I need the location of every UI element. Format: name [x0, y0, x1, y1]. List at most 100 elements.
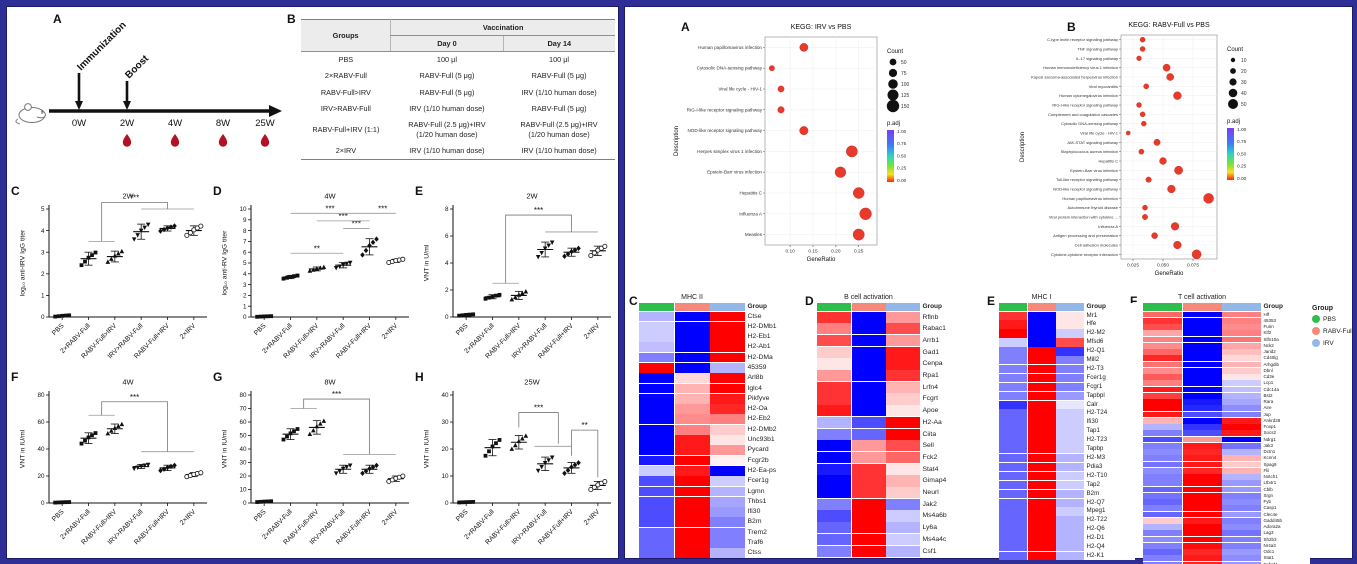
heatmap-cell: [886, 498, 920, 510]
gene-label: Bst2: [1263, 392, 1273, 398]
group-color-cell: [1222, 303, 1261, 311]
gene-label: Cenpa: [922, 360, 943, 368]
heatmap-cell: [710, 321, 745, 332]
heatmap-cell: [1143, 342, 1182, 349]
enrichment-dot: [846, 145, 858, 158]
y-tick-label: 20: [37, 473, 45, 480]
x-category-label: PBS: [253, 322, 268, 337]
data-point: [513, 294, 518, 300]
enrichment-dot: [799, 126, 809, 136]
heatmap-cell: [1143, 417, 1182, 424]
data-point: [588, 487, 594, 493]
heatmap-cell: [1143, 405, 1182, 411]
col-header-day14: Day 14: [502, 35, 615, 52]
data-point: [360, 252, 365, 258]
group-color-cell: [1182, 303, 1222, 311]
heatmap-cell: [817, 334, 851, 347]
heatmap-title: B cell activation: [844, 294, 893, 301]
heatmap-cell: [999, 427, 1027, 436]
gene-label: Socs2: [1263, 430, 1277, 436]
heatmap-cell: [1182, 405, 1222, 411]
count-legend-dot: [1228, 99, 1238, 109]
pathway-label: Epstein-Barr virus infection: [1070, 168, 1118, 173]
enrichment-dot: [1139, 111, 1146, 118]
gene-label: Aire: [1263, 405, 1272, 411]
data-point: [318, 265, 323, 270]
gene-label: Cdc14a: [1263, 386, 1280, 392]
heatmap-cell: [1182, 467, 1222, 474]
data-point: [497, 438, 502, 442]
heatmap-cell: [1027, 543, 1056, 552]
heatmap-cell: [710, 362, 745, 373]
heatmap-cell: [710, 476, 745, 487]
y-tick-label: 3: [243, 282, 247, 289]
heatmap-cell: [851, 498, 886, 510]
gene-label: Gad1: [922, 348, 940, 356]
heatmap-cell: [817, 487, 851, 499]
heatmap-cell: [1027, 489, 1056, 499]
gene-label: Ltb4r1: [1263, 480, 1277, 486]
data-point: [516, 292, 522, 297]
data-point: [509, 296, 515, 302]
heatmap-cell: [1143, 392, 1182, 399]
heatmap-cell: [674, 362, 710, 373]
plot-frame: [1120, 34, 1218, 260]
data-point: [400, 256, 406, 262]
heatmap-cell: [1182, 524, 1222, 530]
data-point: [314, 423, 320, 429]
heatmap-cell: [1056, 489, 1084, 499]
data-point: [460, 500, 465, 505]
timeline-arrowhead-icon: [269, 105, 282, 117]
data-point: [347, 260, 353, 266]
data-point: [131, 466, 137, 472]
heatmap-cell: [1182, 330, 1222, 336]
group-name-cell: 2×IRV: [335, 146, 357, 156]
y-tick-label: 70: [239, 406, 247, 413]
immunization-arrow-icon: [75, 73, 83, 110]
data-point: [86, 255, 91, 260]
heatmap-cell: [886, 416, 920, 429]
data-point: [60, 313, 65, 318]
heatmap-cell: [999, 391, 1027, 401]
y-tick-label: 4: [445, 260, 449, 267]
count-legend-value: 75: [901, 71, 907, 77]
gene-label: Jarid2: [1263, 349, 1276, 354]
gene-label: Spag9: [1263, 461, 1277, 467]
heatmap-cell: [1056, 543, 1084, 552]
heatmap-cell: [639, 538, 674, 548]
heatmap-cell: [1027, 356, 1056, 365]
data-point: [86, 435, 91, 440]
heatmap-cell: [999, 338, 1027, 347]
table-row: 2×RABV-Full RABV-Full (5 μg) RABV-Full (5 …: [301, 68, 615, 84]
gene-label: Calr: [1086, 400, 1098, 408]
heatmap-cell: [999, 382, 1027, 392]
heatmap-cell: [1027, 382, 1056, 392]
data-point: [168, 463, 174, 470]
heatmap-cell: [1056, 400, 1084, 409]
heatmap-cell: [1056, 534, 1084, 543]
heatmap-cell: [1222, 492, 1261, 499]
pathway-label: Autoimmune thyroid disease: [1068, 205, 1119, 210]
pathway-label: Viral life cycle - HIV-1: [1080, 131, 1119, 136]
data-point: [67, 313, 72, 318]
enrichment-dot: [1166, 73, 1174, 81]
data-point: [490, 444, 495, 449]
group-color-cell: [674, 303, 710, 311]
scatter-plot-f: 4W 0 20 40 60 80 PBS 2×RABV-Full RABV-Full>IRV IR…: [17, 377, 213, 560]
gene-label: Pdia3: [1086, 462, 1103, 470]
heatmap-cell: [1182, 555, 1222, 561]
y-tick-label: 30: [441, 419, 449, 426]
significance-label: **: [314, 244, 320, 253]
gene-label: Fcer1g: [1086, 373, 1106, 381]
data-point: [363, 468, 369, 474]
heatmap-cell: [639, 362, 674, 373]
gene-label: Lgmn: [747, 487, 765, 495]
gene-label: Trem2: [747, 528, 767, 536]
data-point: [490, 294, 495, 299]
heatmap-cell: [1056, 480, 1084, 490]
heatmap-cell: [1182, 430, 1222, 436]
panel-label-e: E: [415, 184, 424, 198]
heatmap-cell: [1222, 499, 1261, 505]
gene-label: Slfn10a: [1263, 336, 1279, 342]
gene-label: Ms4a4c: [922, 535, 947, 543]
